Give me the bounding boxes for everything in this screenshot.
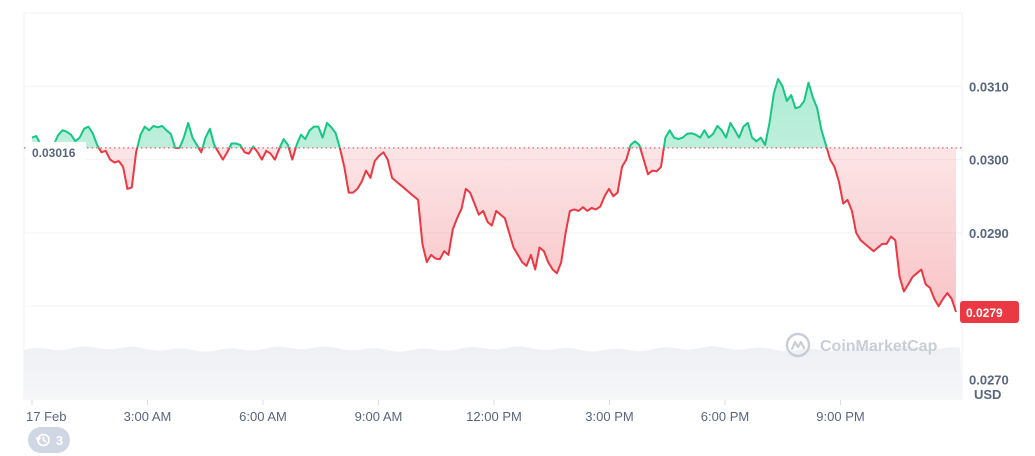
area-below-baseline (32, 147, 956, 312)
x-tick-label: 3:00 AM (124, 409, 172, 424)
watermark: CoinMarketCap (785, 332, 938, 358)
area-fills (32, 79, 956, 312)
history-badge[interactable]: 3 (28, 427, 70, 453)
y-axis-ticks: 0.0310 0.0300 0.0290 0.0270 (969, 79, 1009, 387)
x-tick-label: 6:00 AM (239, 409, 287, 424)
current-price-tag: 0.0279 (960, 301, 1019, 323)
y-tick-label: 0.0290 (969, 226, 1009, 241)
x-axis-ticks: 17 Feb 3:00 AM 6:00 AM 9:00 AM 12:00 PM 3:00 … (26, 400, 865, 424)
coinmarketcap-logo-icon (785, 332, 811, 358)
price-line-down (40, 147, 957, 313)
y-tick-label: 0.0300 (969, 153, 1009, 168)
x-tick-label: 9:00 AM (355, 409, 403, 424)
x-tick-label: 12:00 PM (466, 409, 522, 424)
y-tick-label: 0.0310 (969, 79, 1009, 94)
x-tick-label: 6:00 PM (701, 409, 749, 424)
volume-band (24, 346, 962, 400)
axis-unit-label: USD (974, 387, 1001, 402)
price-line (31, 78, 957, 313)
current-price-label: 0.0279 (966, 306, 1003, 320)
area-above-baseline (32, 79, 827, 148)
y-tick-label: 0.0270 (969, 372, 1009, 387)
x-tick-label: 17 Feb (26, 409, 66, 424)
baseline-value-label: 0.03016 (32, 146, 76, 160)
history-clock-icon (35, 433, 50, 447)
baseline-label-box: 0.03016 (26, 141, 86, 162)
price-line-up (31, 78, 828, 148)
x-tick-label: 9:00 PM (816, 409, 864, 424)
history-count: 3 (55, 432, 64, 448)
x-tick-label: 3:00 PM (585, 409, 633, 424)
watermark-text: CoinMarketCap (820, 338, 938, 355)
volume-area (24, 346, 962, 400)
